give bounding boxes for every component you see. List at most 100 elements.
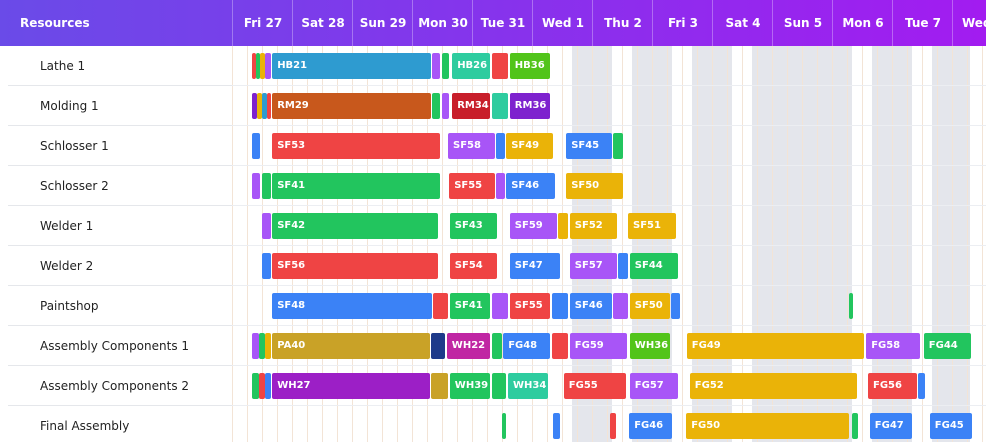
task-bar — [259, 333, 265, 359]
task-bar — [671, 293, 681, 319]
day-header: Mon 6 — [832, 0, 893, 46]
row-separator — [232, 86, 986, 126]
task-bar — [431, 53, 441, 79]
task-bar: SF55 — [509, 293, 550, 319]
task-bar: SF46 — [569, 293, 612, 319]
task-bar: SF54 — [449, 253, 498, 279]
task-bar: SF50 — [566, 173, 624, 199]
task-bar: FG57 — [629, 373, 678, 399]
grid-line — [772, 46, 773, 442]
task-bar: SF47 — [509, 253, 561, 279]
task-bar: RM29 — [272, 93, 432, 119]
grid-line — [622, 46, 623, 442]
grid-line — [502, 46, 503, 442]
grid-line — [802, 46, 803, 442]
grid-line — [232, 46, 233, 442]
row-separator — [232, 326, 986, 366]
task-bar — [551, 333, 568, 359]
task-bar: WH39 — [449, 373, 490, 399]
resources-header: Resources — [20, 16, 90, 30]
grid-line — [292, 46, 293, 442]
task-bar — [557, 213, 568, 239]
task-bar — [251, 173, 261, 199]
task-bar: FG59 — [569, 333, 627, 359]
grid-line — [607, 46, 608, 442]
task-bar: FG52 — [689, 373, 858, 399]
task-bar: FG45 — [929, 413, 972, 439]
task-bar: SF43 — [449, 213, 498, 239]
task-bar: SF49 — [506, 133, 553, 159]
task-bar: FG48 — [503, 333, 550, 359]
task-bar: SF53 — [272, 133, 441, 159]
task-bar: SF59 — [509, 213, 558, 239]
grid-line — [817, 46, 818, 442]
row-separator — [232, 166, 986, 206]
grid-line — [907, 46, 908, 442]
task-bar: FG58 — [866, 333, 921, 359]
task-bar — [433, 293, 448, 319]
row-separator — [232, 246, 986, 286]
task-bar — [442, 93, 450, 119]
task-bar: SF56 — [272, 253, 438, 279]
task-bar — [251, 133, 261, 159]
task-bar — [259, 373, 265, 399]
task-bar — [265, 333, 271, 359]
task-bar: FG46 — [629, 413, 672, 439]
task-bar: SF51 — [628, 213, 676, 239]
task-bar — [617, 253, 628, 279]
task-bar — [257, 93, 262, 119]
grid-line — [442, 46, 443, 442]
task-bar: PA40 — [272, 333, 430, 359]
day-header: Sun 5 — [772, 0, 833, 46]
grid-line — [247, 46, 248, 442]
task-bar: FG56 — [868, 373, 918, 399]
task-bar — [917, 373, 925, 399]
grid-line — [262, 46, 263, 442]
grid-line — [397, 46, 398, 442]
grid-line — [352, 46, 353, 442]
task-bar — [491, 53, 508, 79]
task-bar: SF50 — [629, 293, 670, 319]
task-bar: HB21 — [272, 53, 432, 79]
task-bar: FG50 — [686, 413, 849, 439]
grid-line — [427, 46, 428, 442]
row-separator — [232, 206, 986, 246]
task-bar: SF41 — [449, 293, 490, 319]
grid-line — [412, 46, 413, 442]
task-bar — [551, 293, 568, 319]
task-bar — [613, 133, 624, 159]
grid-line — [577, 46, 578, 442]
day-header: Fri 27 — [232, 0, 293, 46]
grid-line — [652, 46, 653, 442]
grid-line — [967, 46, 968, 442]
grid-line — [532, 46, 533, 442]
task-bar: SF58 — [448, 133, 495, 159]
task-bar: HB26 — [452, 53, 490, 79]
grid-line — [682, 46, 683, 442]
task-bar: SF55 — [449, 173, 495, 199]
day-header: Tue 31 — [472, 0, 533, 46]
grid-line — [547, 46, 548, 442]
task-bar — [262, 253, 271, 279]
task-bar — [431, 333, 445, 359]
task-bar: WH22 — [446, 333, 490, 359]
task-bar — [251, 333, 259, 359]
grid-line — [757, 46, 758, 442]
task-bar: FG49 — [686, 333, 864, 359]
grid-line — [517, 46, 518, 442]
task-bar — [260, 53, 265, 79]
task-bar: RM34 — [452, 93, 490, 119]
task-bar: HB36 — [509, 53, 550, 79]
task-bar — [491, 93, 508, 119]
task-bar — [491, 293, 508, 319]
task-bar: SF42 — [272, 213, 438, 239]
row-separator — [232, 46, 986, 86]
task-bar: SF57 — [569, 253, 618, 279]
day-header: Wed 8 — [952, 0, 986, 46]
task-bar — [496, 173, 505, 199]
grid-line — [952, 46, 953, 442]
task-bar — [496, 133, 505, 159]
grid-line — [382, 46, 383, 442]
grid-line — [487, 46, 488, 442]
day-header: Fri 3 — [652, 0, 713, 46]
